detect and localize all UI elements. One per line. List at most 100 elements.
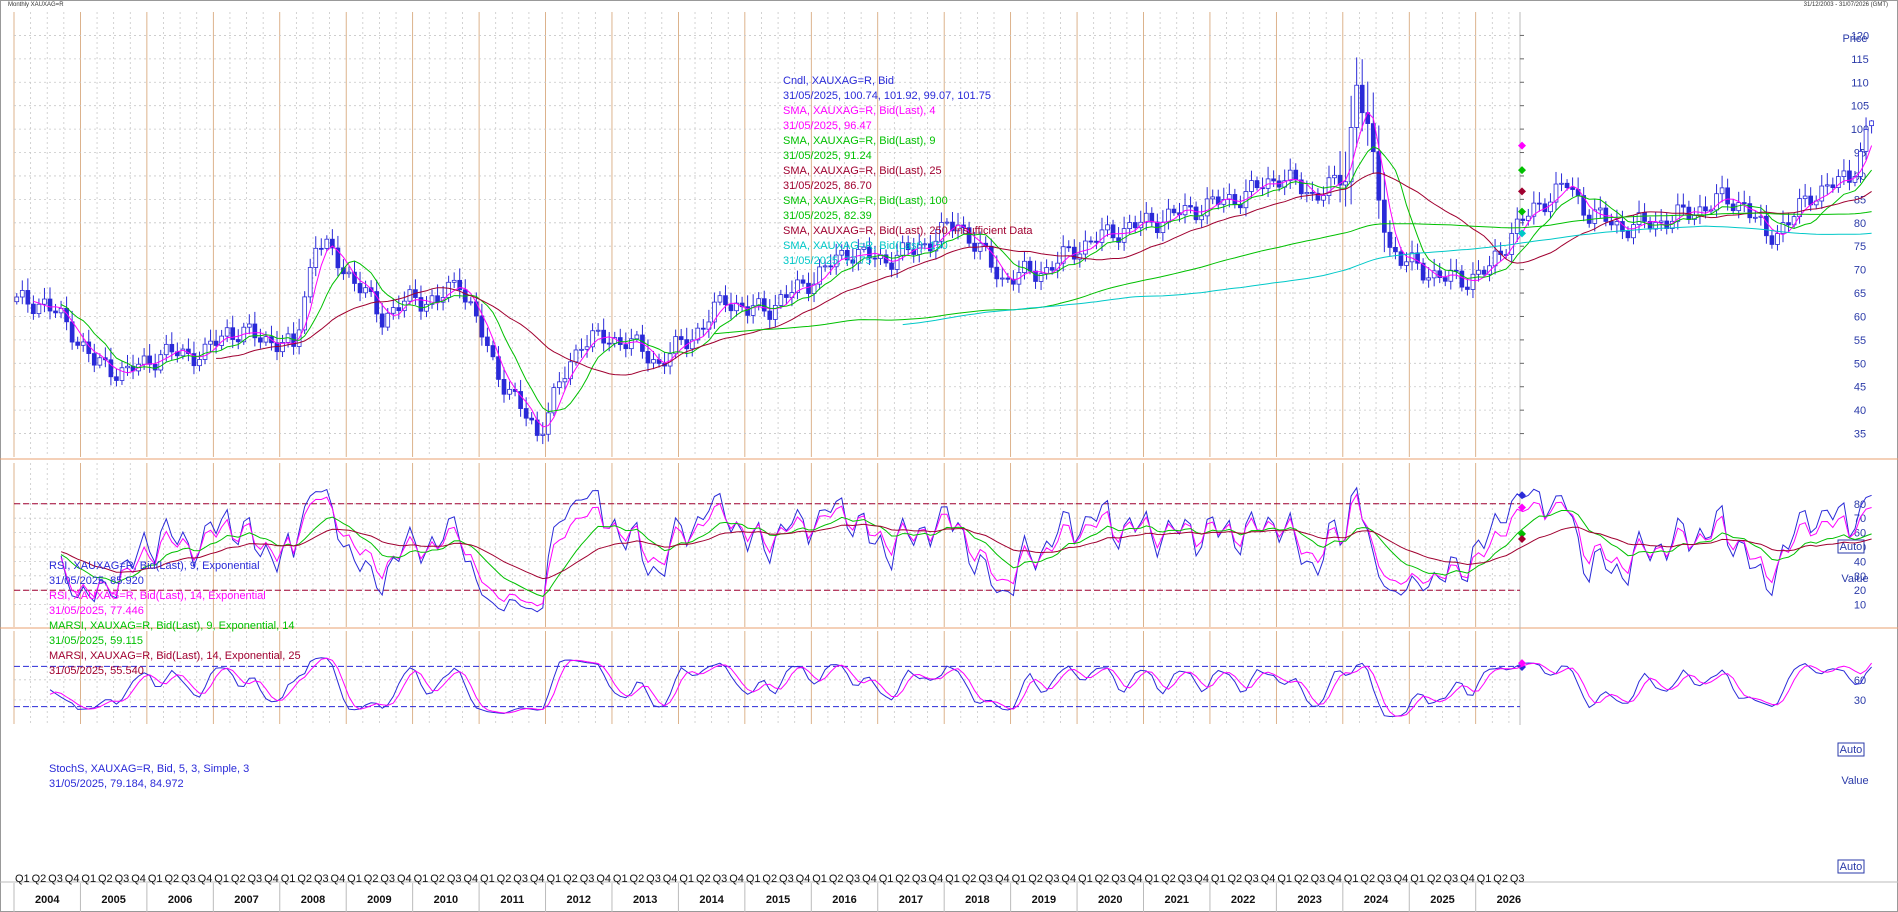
candle-body	[1830, 184, 1836, 188]
quarter-label: Q1	[1078, 873, 1093, 885]
candle-body	[152, 363, 158, 371]
candle-body	[1697, 206, 1703, 216]
quarter-label: Q2	[1028, 873, 1043, 885]
quarter-label: Q1	[546, 873, 561, 885]
year-label: 2013	[633, 894, 657, 906]
quarter-label: Q2	[1294, 873, 1309, 885]
rsi-legend-entry: 31/05/2025, 59.115	[49, 635, 143, 647]
candle	[390, 298, 396, 320]
candle-body	[1836, 176, 1841, 188]
candle-body	[263, 336, 269, 343]
price-legend-entry: 31/05/2025, 91.24	[783, 150, 872, 162]
candle-body	[1359, 84, 1365, 114]
candle-body	[595, 329, 601, 332]
candle-body	[230, 327, 236, 340]
candle-body	[1476, 269, 1481, 275]
candle	[1697, 194, 1703, 225]
auto-scale-label: Auto	[1840, 744, 1863, 756]
candle	[1420, 258, 1426, 284]
candle-body	[1581, 195, 1587, 216]
candle-body	[1603, 207, 1609, 222]
candle	[163, 334, 169, 362]
quarter-label: Q3	[181, 873, 196, 885]
last-value-marker	[1518, 535, 1526, 544]
candle	[1819, 175, 1825, 209]
candle	[1487, 255, 1492, 282]
candle-body	[1027, 260, 1033, 272]
price-legend-entry: SMA, XAUXAG=R, Bid(Last), 25	[783, 165, 942, 177]
candle	[584, 335, 590, 358]
rsi-axis-title: Value	[1841, 573, 1868, 585]
candle-body	[341, 267, 346, 275]
candle	[274, 330, 280, 361]
candle-body	[634, 334, 640, 340]
candle	[1448, 258, 1454, 290]
stoch-line	[49, 657, 1872, 718]
candle	[1243, 179, 1249, 217]
candle	[1741, 190, 1747, 213]
candle	[518, 379, 523, 417]
quarter-label: Q4	[1394, 873, 1409, 885]
candle	[1094, 231, 1099, 250]
candle-body	[678, 336, 684, 341]
candle-body	[1254, 180, 1260, 189]
quarter-label: Q2	[1095, 873, 1110, 885]
candle-body	[418, 297, 424, 312]
candle-body	[252, 323, 258, 339]
candle-body	[1559, 182, 1564, 185]
quarter-label: Q3	[1244, 873, 1259, 885]
candle-body	[1492, 250, 1498, 267]
candle-body	[999, 277, 1005, 280]
year-label: 2010	[434, 894, 458, 906]
candle	[562, 366, 568, 391]
year-label: 2020	[1098, 894, 1122, 906]
candle	[1852, 170, 1858, 187]
candle-body	[568, 361, 573, 380]
candle	[557, 372, 562, 395]
price-legend-entry: SMA, XAUXAG=R, Bid(Last), 250, Insuffici…	[783, 225, 1033, 237]
candle-body	[1553, 183, 1559, 203]
candle-body	[163, 343, 169, 356]
year-label: 2015	[766, 894, 790, 906]
candle-body	[479, 315, 485, 338]
stoch-axis-title: Value	[1841, 775, 1868, 787]
candle	[19, 280, 25, 305]
quarter-label: Q1	[945, 873, 960, 885]
y-tick-label: 70	[1854, 265, 1866, 277]
candle-body	[894, 254, 900, 270]
candle-body	[839, 250, 845, 256]
candle	[966, 221, 972, 248]
auto-scale-button	[1837, 859, 1865, 874]
auto-scale-button	[1837, 742, 1865, 757]
candle	[80, 332, 86, 352]
candle	[1836, 169, 1841, 193]
candle	[1332, 165, 1337, 185]
year-label: 2017	[899, 894, 923, 906]
quarter-label: Q3	[779, 873, 794, 885]
candle	[208, 329, 213, 353]
candle	[988, 238, 994, 273]
candle	[529, 412, 535, 425]
candle-body	[1819, 185, 1825, 202]
y-tick-label: 45	[1854, 382, 1866, 394]
price-legend-entry: SMA, XAUXAG=R, Bid(Last), 9	[783, 135, 936, 147]
candle-body	[1049, 267, 1055, 271]
candle	[252, 311, 258, 347]
candle-body	[988, 245, 994, 268]
quarter-label: Q3	[1045, 873, 1060, 885]
quarter-label: Q4	[397, 873, 412, 885]
quarter-label: Q2	[497, 873, 512, 885]
candle	[1105, 215, 1110, 237]
candle	[291, 322, 296, 355]
candle	[1077, 242, 1083, 268]
candle-body	[191, 353, 197, 367]
candle-body	[1404, 261, 1409, 266]
quarter-label: Q3	[314, 873, 329, 885]
candle	[468, 297, 474, 306]
candle-body	[850, 259, 856, 264]
last-value-marker	[1518, 229, 1526, 238]
candle	[706, 309, 712, 338]
candle	[540, 422, 546, 445]
last-value-marker	[1518, 491, 1526, 500]
